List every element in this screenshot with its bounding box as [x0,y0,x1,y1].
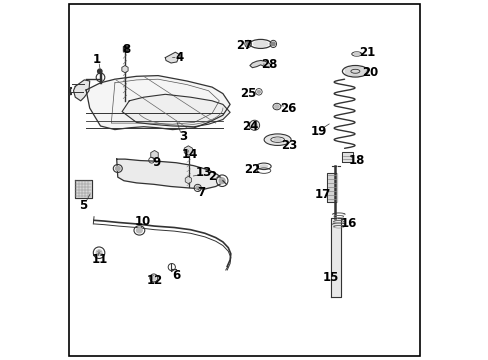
Text: 8: 8 [122,43,131,56]
Circle shape [271,42,275,46]
Polygon shape [117,159,223,189]
Ellipse shape [260,165,267,168]
Polygon shape [249,60,271,68]
Circle shape [196,186,199,190]
Text: 24: 24 [242,120,258,133]
Text: 26: 26 [280,102,296,114]
Circle shape [96,250,102,256]
Text: 6: 6 [172,269,180,282]
Ellipse shape [253,41,267,47]
Text: 23: 23 [281,139,297,152]
Text: 20: 20 [361,66,377,78]
Ellipse shape [274,105,279,108]
Polygon shape [86,76,230,130]
Text: 21: 21 [359,46,375,59]
Text: 2: 2 [207,170,216,183]
Polygon shape [345,68,365,74]
Bar [122,46,127,51]
Text: 27: 27 [235,39,251,51]
Ellipse shape [353,53,359,55]
Text: 11: 11 [91,253,108,266]
Ellipse shape [115,166,120,171]
Text: 17: 17 [314,188,330,201]
Text: 13: 13 [196,166,212,179]
Polygon shape [326,173,336,202]
Text: 4: 4 [175,51,183,64]
Circle shape [257,90,260,93]
Text: 19: 19 [310,125,326,138]
Text: 15: 15 [322,271,338,284]
Polygon shape [330,218,340,297]
Text: 1: 1 [93,53,101,66]
Text: 7: 7 [197,186,205,199]
Polygon shape [341,152,352,162]
Text: 18: 18 [348,154,364,167]
Text: 28: 28 [260,58,277,71]
Polygon shape [73,80,89,101]
Circle shape [151,276,156,280]
Text: 9: 9 [152,156,160,169]
Text: 5: 5 [79,199,87,212]
Circle shape [219,178,224,184]
Text: 25: 25 [240,87,256,100]
Ellipse shape [136,228,142,233]
Text: 14: 14 [181,148,198,161]
Circle shape [251,123,257,128]
Polygon shape [75,180,91,198]
Polygon shape [165,52,179,63]
Ellipse shape [274,138,280,141]
Circle shape [246,42,249,46]
Polygon shape [122,94,230,127]
Ellipse shape [265,135,289,144]
Text: 22: 22 [244,163,260,176]
Text: 12: 12 [146,274,163,287]
Ellipse shape [345,67,365,76]
Circle shape [98,69,102,73]
Text: 16: 16 [340,217,356,230]
Text: 10: 10 [135,215,151,228]
Text: 3: 3 [179,130,187,143]
